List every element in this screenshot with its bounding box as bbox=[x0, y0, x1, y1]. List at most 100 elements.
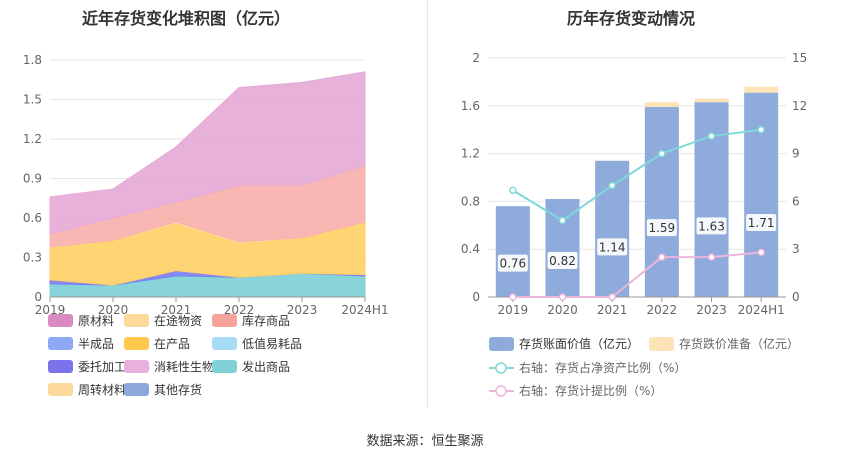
left-legend-swatch bbox=[48, 383, 73, 396]
right-y-right-tick-label: 3 bbox=[792, 242, 800, 256]
line-point bbox=[608, 181, 616, 190]
right-legend-swatch bbox=[649, 337, 674, 351]
data-source: 数据来源：恒生聚源 bbox=[366, 434, 484, 449]
left-legend-label: 半成品 bbox=[78, 337, 114, 351]
right-y-right-tick-label: 9 bbox=[792, 147, 800, 161]
line-point bbox=[509, 293, 517, 301]
right-y-left-tick-label: 1.6 bbox=[461, 99, 480, 113]
right-x-tick-label: 2021 bbox=[597, 303, 628, 317]
left-x-tick-label: 2023 bbox=[287, 303, 318, 317]
line-point bbox=[558, 293, 567, 301]
left-legend-swatch bbox=[124, 360, 149, 373]
line-point bbox=[509, 186, 517, 194]
right-legend-label: 存货账面价值（亿元） bbox=[519, 336, 639, 351]
left-legend-swatch bbox=[124, 337, 149, 350]
bar-value-label-bg bbox=[746, 214, 777, 232]
right-y-left-tick-label: 0.4 bbox=[461, 242, 480, 256]
bar-value-label: 1.63 bbox=[698, 219, 725, 233]
left-y-tick-label: 1.5 bbox=[23, 93, 42, 107]
line-point bbox=[707, 253, 716, 261]
bar-value-label: 1.14 bbox=[599, 240, 626, 254]
right-legend-marker bbox=[495, 362, 507, 374]
bar-value-label-bg bbox=[497, 254, 528, 272]
left-legend-label: 发出商品 bbox=[242, 359, 290, 374]
bar-value-label-bg bbox=[547, 252, 578, 270]
right-legend-label: 右轴：存货计提比例（%） bbox=[519, 383, 662, 398]
line-series-1 bbox=[512, 128, 762, 222]
left-legend-label: 在途物资 bbox=[154, 313, 202, 328]
right-x-tick-label: 2019 bbox=[498, 303, 529, 317]
panel-divider bbox=[427, 0, 428, 408]
right-legend-label: 右轴：存货占净资产比例（%） bbox=[519, 360, 686, 375]
left-legend-swatch bbox=[48, 337, 73, 350]
inventory-bar bbox=[644, 106, 679, 298]
left-x-tick-label: 2024H1 bbox=[341, 303, 388, 317]
line-point bbox=[658, 149, 666, 158]
area-series-6 bbox=[49, 71, 366, 235]
left-legend-label: 低值易耗品 bbox=[242, 336, 302, 351]
bar-value-label: 0.82 bbox=[549, 254, 576, 268]
left-legend-swatch bbox=[48, 314, 73, 327]
charts-canvas: 0 0.3 0.6 0.9 1.2 1.5 1.8 2019 2020 2021 2022 2023 2… bbox=[23, 51, 807, 398]
line-point bbox=[757, 125, 765, 134]
line-point bbox=[558, 216, 567, 225]
impairment-bar bbox=[744, 86, 779, 93]
right-y-left-tick-label: 1.2 bbox=[461, 147, 480, 161]
left-legend-swatch bbox=[124, 383, 149, 396]
line-point bbox=[757, 248, 765, 257]
bar-value-label: 1.59 bbox=[648, 221, 675, 235]
right-y-left-tick-label: 2 bbox=[472, 51, 480, 65]
right-legend-marker bbox=[495, 385, 507, 397]
left-x-tick-label: 2022 bbox=[224, 303, 255, 317]
right-x-tick-label: 2023 bbox=[696, 303, 727, 317]
line-point bbox=[658, 253, 666, 261]
impairment-bar bbox=[694, 98, 729, 103]
inventory-bar bbox=[495, 206, 530, 297]
right-y-right-tick-label: 12 bbox=[792, 99, 807, 113]
left-legend-label: 在产品 bbox=[154, 337, 190, 351]
inventory-bar bbox=[694, 102, 729, 297]
left-y-tick-label: 0.6 bbox=[23, 211, 42, 225]
left-y-tick-label: 0.3 bbox=[23, 251, 42, 265]
inventory-bar bbox=[595, 160, 630, 297]
line-point bbox=[707, 132, 716, 140]
left-x-tick-label: 2021 bbox=[161, 303, 192, 317]
right-x-tick-label: 2020 bbox=[547, 303, 578, 317]
right-y-left-tick-label: 0.8 bbox=[461, 194, 480, 208]
bar-value-label-bg bbox=[696, 217, 727, 235]
left-legend-swatch bbox=[212, 360, 237, 373]
left-legend-label: 其他存货 bbox=[154, 382, 202, 397]
left-legend-label: 库存商品 bbox=[242, 313, 290, 328]
right-y-left-tick-label: 0 bbox=[472, 290, 480, 304]
inventory-bar bbox=[744, 92, 779, 297]
left-legend-label: 原材料 bbox=[78, 314, 114, 328]
bar-value-label-bg bbox=[597, 238, 628, 256]
left-chart-title: 近年存货变化堆积图（亿元） bbox=[82, 9, 291, 28]
inventory-bar bbox=[545, 199, 580, 297]
left-y-tick-label: 1.8 bbox=[23, 53, 42, 67]
left-legend-swatch bbox=[124, 314, 149, 327]
left-legend-swatch bbox=[212, 337, 237, 350]
left-y-tick-label: 0 bbox=[34, 290, 42, 304]
right-x-tick-label: 2024H1 bbox=[738, 303, 785, 317]
right-x-tick-label: 2022 bbox=[647, 303, 678, 317]
bar-value-label: 1.71 bbox=[748, 216, 775, 230]
left-x-tick-label: 2020 bbox=[98, 303, 129, 317]
right-y-right-tick-label: 0 bbox=[792, 290, 800, 304]
left-y-tick-label: 1.2 bbox=[23, 132, 42, 146]
left-legend-swatch bbox=[48, 360, 73, 373]
bar-value-label-bg bbox=[646, 219, 677, 237]
line-series-2 bbox=[512, 251, 762, 298]
line-point bbox=[608, 293, 616, 301]
right-y-right-tick-label: 15 bbox=[792, 51, 807, 65]
impairment-bar bbox=[644, 102, 679, 107]
right-legend-label: 存货跌价准备（亿元） bbox=[679, 336, 799, 351]
right-y-right-tick-label: 6 bbox=[792, 194, 800, 208]
left-y-tick-label: 0.9 bbox=[23, 172, 42, 186]
bar-value-label: 0.76 bbox=[499, 257, 526, 271]
right-legend-swatch bbox=[489, 337, 514, 351]
left-legend-swatch bbox=[212, 314, 237, 327]
left-x-tick-label: 2019 bbox=[35, 303, 66, 317]
left-legend-label: 周转材料 bbox=[78, 382, 126, 397]
right-chart-title: 历年存货变动情况 bbox=[567, 9, 696, 28]
